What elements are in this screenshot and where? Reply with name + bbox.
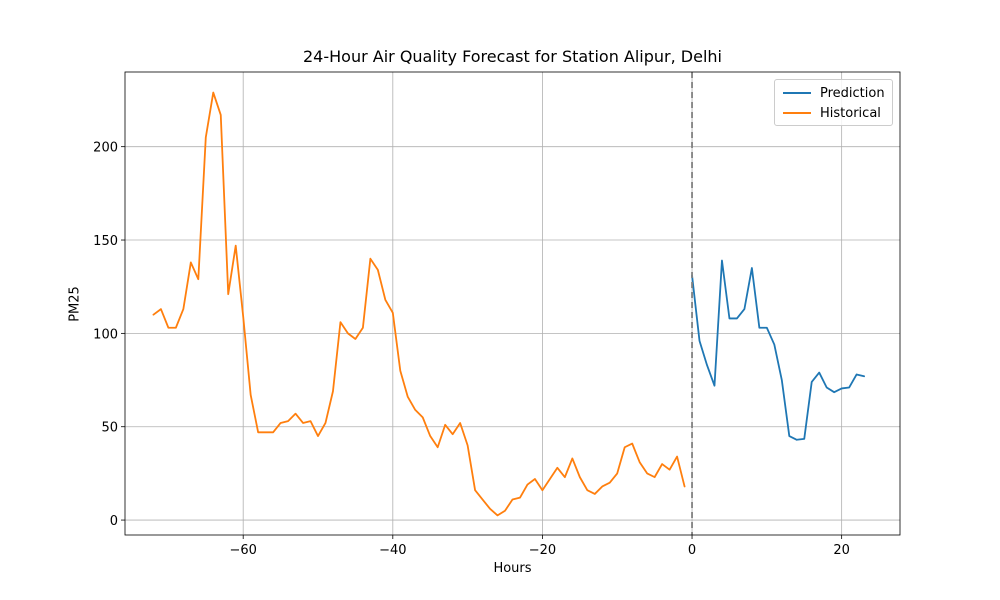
legend-label-historical: Historical (820, 105, 881, 121)
legend-swatch-prediction (783, 92, 811, 94)
grid-lines (125, 72, 900, 535)
y-tick-label: 50 (101, 421, 118, 436)
plot-background (125, 72, 900, 535)
axes-frame (124, 71, 901, 536)
x-tick-label: 20 (833, 543, 850, 558)
legend-item-prediction: Prediction (783, 85, 885, 101)
x-axis-label: Hours (493, 561, 532, 576)
series-line-historical (152, 91, 686, 517)
y-axis-label: PM25 (67, 286, 83, 322)
y-tick-label: 200 (93, 141, 118, 156)
x-tick-label: 0 (688, 543, 696, 558)
y-tick-label: 0 (110, 514, 118, 529)
x-tick-label: −40 (379, 543, 406, 558)
legend-swatch-historical (783, 112, 811, 114)
chart-title: 24-Hour Air Quality Forecast for Station… (303, 47, 722, 66)
legend-item-historical: Historical (783, 105, 881, 121)
y-tick-label: 100 (93, 327, 118, 342)
plot-area (152, 72, 865, 535)
x-tick-label: −60 (229, 543, 256, 558)
x-tick-label: −20 (529, 543, 556, 558)
legend-label-prediction: Prediction (820, 85, 885, 101)
axes (121, 71, 901, 539)
legend: Prediction Historical (774, 79, 893, 126)
series-line-prediction (691, 259, 865, 441)
y-tick-label: 150 (93, 234, 118, 249)
